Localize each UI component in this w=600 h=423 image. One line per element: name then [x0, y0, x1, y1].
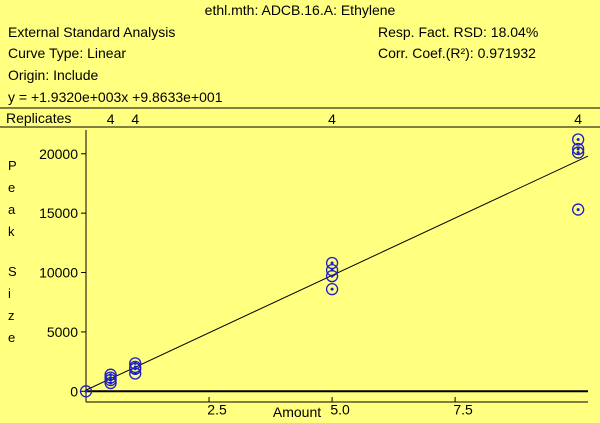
- data-point: [104, 368, 117, 381]
- data-point-dot: [576, 208, 580, 212]
- x-axis-label: Amount: [273, 404, 321, 420]
- data-point-marker: [104, 376, 117, 390]
- data-point-marker: [572, 203, 585, 216]
- y-axis-label-letter: a: [8, 202, 16, 217]
- data-point-dot: [330, 261, 334, 265]
- curve-type-label: Curve Type: Linear: [8, 45, 127, 61]
- y-axis-label-letter: e: [8, 330, 15, 345]
- data-point: [104, 376, 117, 390]
- data-point-dot: [133, 361, 137, 365]
- data-point-dot: [109, 373, 113, 377]
- analysis-label: External Standard Analysis: [8, 24, 176, 40]
- data-point-dot: [576, 147, 580, 151]
- y-axis-label-letter: z: [8, 308, 15, 323]
- data-point-marker: [104, 368, 117, 381]
- data-point-dot: [84, 389, 88, 393]
- data-point: [572, 203, 585, 216]
- chart-title: ethl.mth: ADCB.16.A: Ethylene: [204, 2, 396, 18]
- data-point-dot: [133, 365, 137, 369]
- y-axis-label-letter: e: [8, 180, 15, 195]
- y-axis-label-letter: S: [8, 264, 17, 279]
- data-point: [325, 269, 339, 283]
- data-point: [572, 133, 585, 146]
- x-tick-label: 7.5: [453, 401, 473, 417]
- y-axis-label-letter: i: [8, 286, 11, 301]
- data-point-marker: [325, 283, 339, 296]
- data-point-marker: [129, 360, 142, 374]
- data-point-dot: [330, 274, 334, 278]
- origin-label: Origin: Include: [8, 67, 99, 83]
- data-point-marker: [129, 357, 142, 370]
- y-tick-label: 0: [70, 383, 78, 399]
- y-tick-label: 10000: [39, 265, 78, 281]
- data-point: [325, 283, 339, 296]
- replicates-label: Replicates: [6, 110, 72, 126]
- y-tick-label: 15000: [39, 205, 78, 221]
- data-point-marker: [325, 256, 339, 270]
- data-point-marker: [572, 133, 585, 146]
- equation-label: y = +1.9320e+003x +9.8633e+001: [8, 89, 223, 105]
- y-axis-label-letter: k: [8, 224, 15, 239]
- data-point-dot: [109, 381, 113, 385]
- data-point-marker: [325, 269, 339, 283]
- data-point-marker: [572, 146, 585, 159]
- data-point-marker: [79, 385, 93, 398]
- data-point: [325, 256, 339, 270]
- x-tick-label: 5.0: [330, 401, 350, 417]
- data-point-dot: [576, 151, 580, 155]
- replicate-count: 4: [107, 111, 115, 127]
- y-axis-label-letter: P: [8, 158, 17, 173]
- data-point: [129, 357, 142, 370]
- replicate-count: 4: [328, 111, 336, 127]
- data-point-dot: [330, 287, 334, 291]
- corr-coef-label: Corr. Coef.(R²): 0.971932: [378, 45, 536, 61]
- data-point-marker: [572, 142, 585, 156]
- data-point: [572, 146, 585, 159]
- data-point-dot: [576, 138, 580, 142]
- data-point: [572, 142, 585, 156]
- y-tick-label: 5000: [47, 324, 78, 340]
- rsd-label: Resp. Fact. RSD: 18.04%: [378, 24, 539, 40]
- y-tick-label: 20000: [39, 146, 78, 162]
- data-point: [129, 360, 142, 374]
- replicate-count: 4: [574, 111, 582, 127]
- replicate-count: 4: [131, 111, 139, 127]
- data-point: [79, 385, 93, 398]
- x-tick-label: 2.5: [207, 401, 227, 417]
